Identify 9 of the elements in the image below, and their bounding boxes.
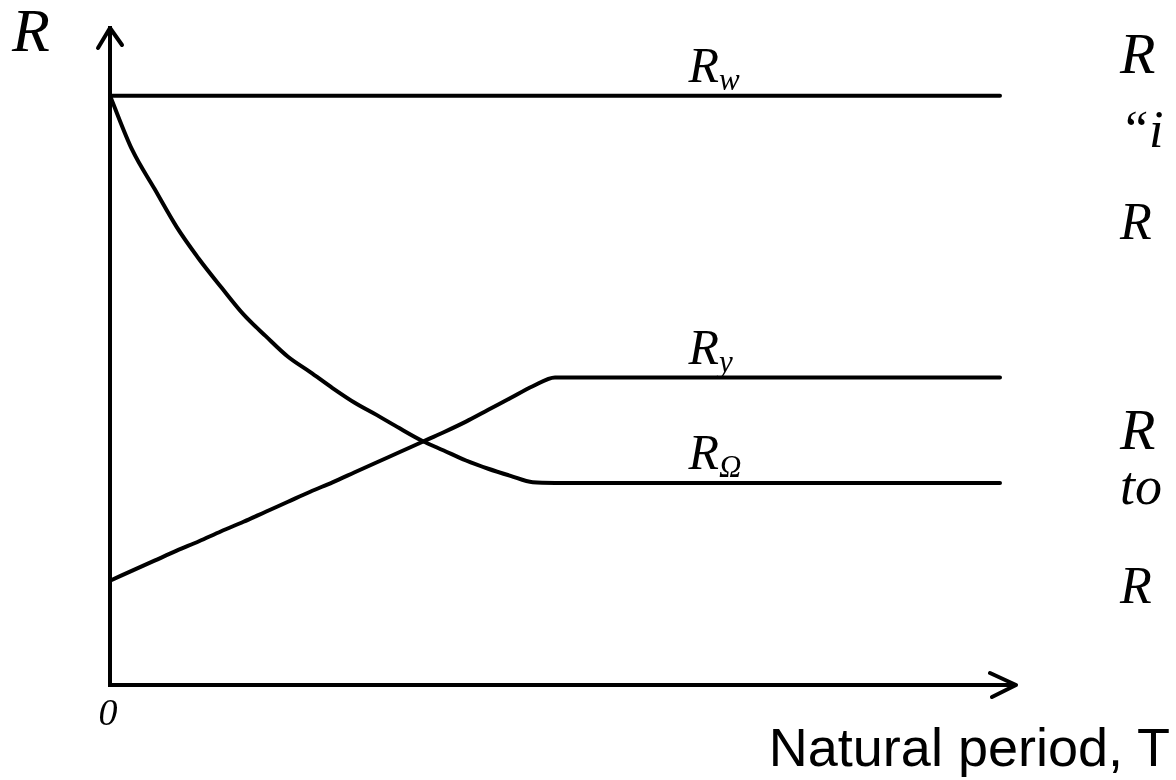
x-axis-title: Natural period, T [768,717,1170,778]
text: R [1120,21,1156,87]
text: R [1120,193,1152,251]
series-label: R$_{w}$ [688,36,740,97]
series-label: R$_{Ω}$ [688,423,742,484]
text: 0 [98,691,118,734]
text: “i [1120,101,1164,159]
y-axis-title: R [12,0,50,65]
text: R [1120,557,1152,615]
